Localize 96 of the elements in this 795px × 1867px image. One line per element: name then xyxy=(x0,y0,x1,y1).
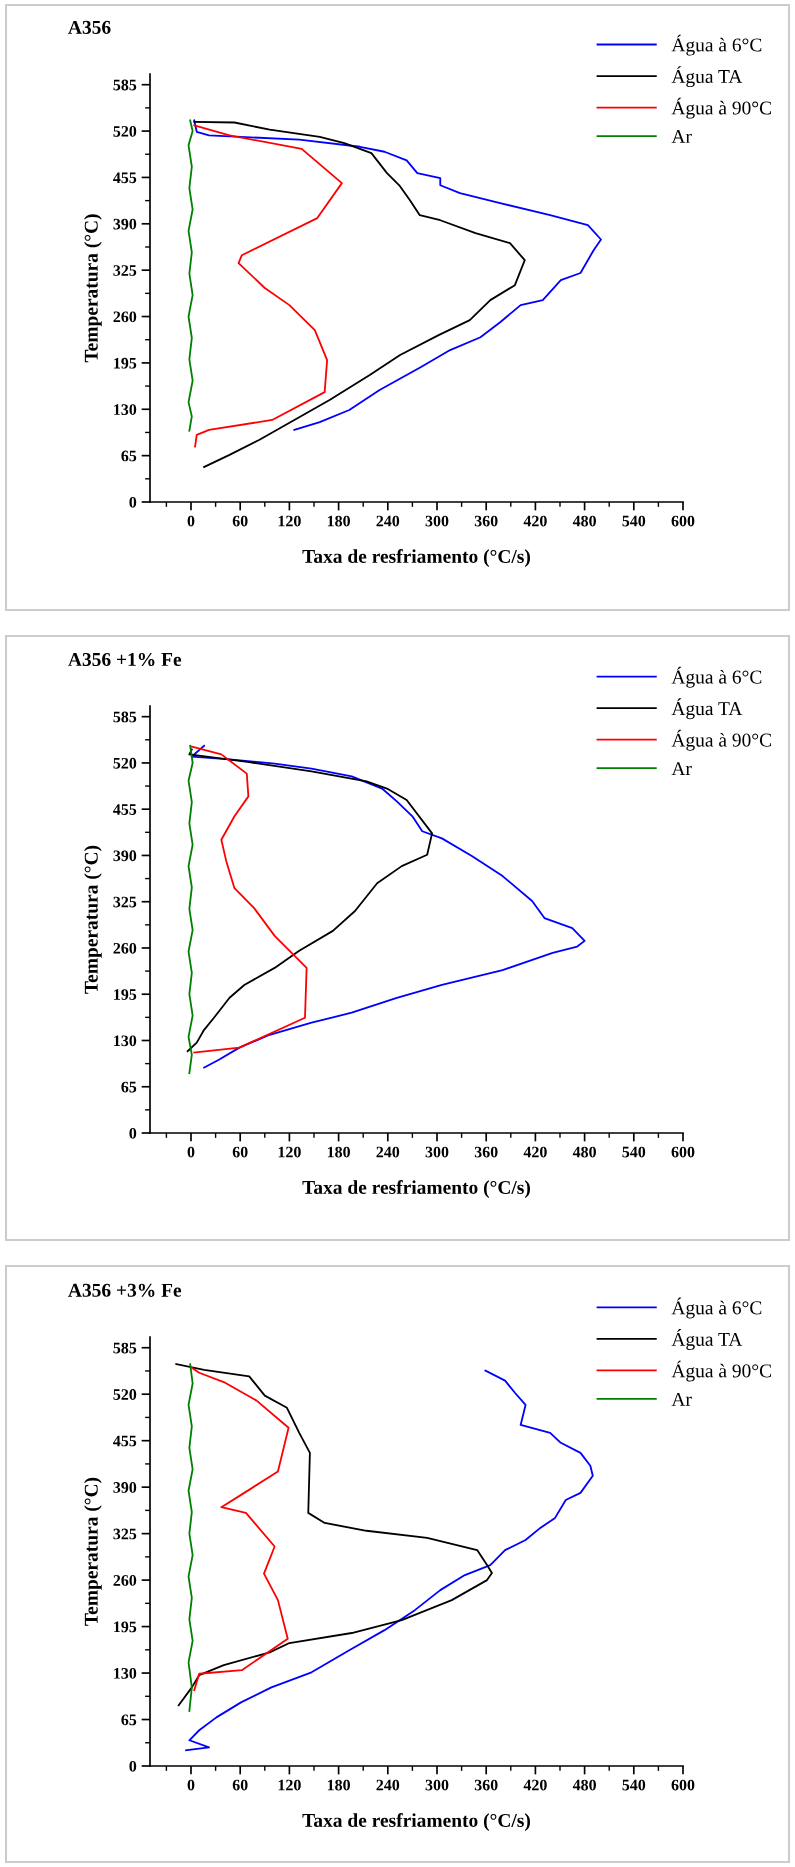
line-series xyxy=(187,744,194,1075)
line-series xyxy=(190,1366,290,1692)
x-tick-label: 540 xyxy=(622,1146,646,1158)
legend-label: Água TA xyxy=(671,1329,743,1350)
y-tick-label: 520 xyxy=(113,125,137,137)
x-tick-label: 360 xyxy=(474,1146,498,1158)
legend-label: Água TA xyxy=(671,698,743,720)
y-tick-label: 130 xyxy=(114,404,137,415)
y-tick-label: 195 xyxy=(114,989,137,1000)
legend-label: Água à 6°C xyxy=(671,34,762,56)
legend-label: Ar xyxy=(671,1392,692,1406)
y-axis-title: Temperatura (°C) xyxy=(84,214,102,363)
x-tick-label: 300 xyxy=(425,1779,449,1791)
line-series xyxy=(193,120,526,468)
x-tick-label: 180 xyxy=(327,515,350,527)
x-tick-label: 240 xyxy=(376,1146,400,1158)
y-axis-title: Temperatura (°C) xyxy=(84,845,102,994)
x-tick-label: 60 xyxy=(232,1779,248,1791)
x-tick-label: 60 xyxy=(232,1146,248,1158)
legend-label: Ar xyxy=(671,762,692,775)
x-tick-label: 540 xyxy=(622,1779,646,1791)
line-series xyxy=(193,124,343,448)
x-tick-label: 480 xyxy=(572,1779,596,1791)
y-tick-label: 390 xyxy=(113,850,137,862)
x-tick-label: 240 xyxy=(376,1779,400,1791)
legend-label: Água à 6°C xyxy=(671,1297,762,1319)
x-tick-label: 480 xyxy=(572,515,596,527)
y-tick-label: 325 xyxy=(113,1528,137,1540)
y-tick-label: 455 xyxy=(113,1435,137,1447)
y-tick-label: 260 xyxy=(113,942,137,954)
y-tick-label: 585 xyxy=(113,711,137,723)
y-tick-label: 65 xyxy=(121,1714,137,1726)
x-tick-label: 540 xyxy=(622,515,646,527)
x-tick-label: 0 xyxy=(187,515,195,527)
y-tick-label: 65 xyxy=(121,450,137,462)
y-tick-label: 455 xyxy=(113,172,137,184)
x-tick-label: 240 xyxy=(376,515,400,527)
x-tick-label: 600 xyxy=(671,1146,695,1158)
line-series xyxy=(186,748,433,1053)
y-tick-label: 390 xyxy=(113,218,137,230)
x-tick-label: 120 xyxy=(278,515,301,527)
x-tick-label: 300 xyxy=(425,515,449,527)
y-tick-label: 195 xyxy=(114,1621,137,1633)
x-tick-label: 420 xyxy=(523,515,547,527)
y-tick-label: 325 xyxy=(113,265,137,276)
x-tick-label: 120 xyxy=(278,1146,301,1158)
y-tick-label: 195 xyxy=(114,357,137,369)
y-tick-label: 455 xyxy=(113,804,137,815)
x-tick-label: 420 xyxy=(523,1779,547,1791)
y-tick-label: 585 xyxy=(113,79,137,91)
legend-label: Água à 90°C xyxy=(671,97,771,119)
y-tick-label: 65 xyxy=(121,1081,137,1093)
y-tick-label: 130 xyxy=(114,1667,137,1679)
x-tick-label: 60 xyxy=(232,515,248,527)
line-series xyxy=(185,1369,594,1752)
y-tick-label: 325 xyxy=(113,896,137,908)
chart-title: A356 xyxy=(68,20,111,34)
line-series xyxy=(190,745,308,1054)
y-tick-label: 0 xyxy=(129,1760,137,1772)
x-tick-label: 180 xyxy=(327,1779,350,1791)
y-tick-label: 260 xyxy=(113,311,137,323)
legend-label: Água TA xyxy=(671,66,743,88)
x-axis-title: Taxa de resfriamento (°C/s) xyxy=(302,549,530,567)
x-tick-label: 600 xyxy=(671,515,695,527)
y-tick-label: 130 xyxy=(114,1035,137,1047)
legend-label: Ar xyxy=(671,130,692,143)
y-axis-title: Temperatura (°C) xyxy=(84,1477,102,1626)
y-tick-label: 0 xyxy=(129,496,137,508)
line-series xyxy=(190,744,586,1069)
x-axis-title: Taxa de resfriamento (°C/s) xyxy=(302,1813,530,1831)
legend-label: Água à 90°C xyxy=(671,729,771,751)
x-tick-label: 360 xyxy=(474,1779,498,1791)
x-axis-title: Taxa de resfriamento (°C/s) xyxy=(302,1180,530,1198)
line-series xyxy=(187,119,194,432)
y-tick-label: 585 xyxy=(113,1342,137,1354)
x-tick-label: 480 xyxy=(572,1146,596,1158)
x-tick-label: 420 xyxy=(523,1146,547,1158)
y-tick-label: 520 xyxy=(113,1389,137,1400)
x-tick-label: 0 xyxy=(187,1779,195,1791)
x-tick-label: 0 xyxy=(187,1146,195,1158)
line-series xyxy=(175,1363,493,1707)
x-tick-label: 300 xyxy=(425,1146,449,1158)
y-tick-label: 260 xyxy=(113,1575,137,1586)
x-tick-label: 120 xyxy=(278,1779,301,1791)
x-tick-label: 360 xyxy=(474,515,498,527)
x-tick-label: 600 xyxy=(671,1779,695,1791)
line-series xyxy=(193,119,602,431)
legend-label: Água à 6°C xyxy=(671,666,762,688)
legend-label: Água à 90°C xyxy=(671,1360,771,1382)
chart-title: A356 +3% Fe xyxy=(68,1283,182,1297)
chart-title: A356 +1% Fe xyxy=(68,652,182,667)
x-tick-label: 180 xyxy=(327,1146,350,1158)
y-tick-label: 0 xyxy=(129,1127,137,1139)
y-tick-label: 390 xyxy=(113,1482,137,1493)
line-series xyxy=(187,1363,194,1712)
y-tick-label: 520 xyxy=(113,757,137,769)
